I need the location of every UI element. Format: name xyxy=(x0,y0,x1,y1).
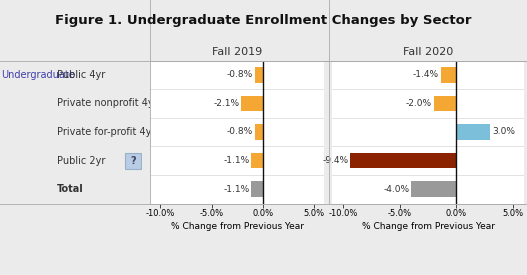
FancyBboxPatch shape xyxy=(125,153,141,169)
Title: Fall 2020: Fall 2020 xyxy=(403,47,453,57)
Text: -4.0%: -4.0% xyxy=(384,185,409,194)
Bar xyxy=(241,95,263,111)
Text: Undergraduate: Undergraduate xyxy=(2,70,75,80)
Text: Total: Total xyxy=(57,184,84,194)
Bar xyxy=(456,124,491,140)
Text: Public 4yr: Public 4yr xyxy=(57,70,105,80)
Text: Figure 1. Undergraduate Enrollment Changes by Sector: Figure 1. Undergraduate Enrollment Chang… xyxy=(55,14,472,27)
Text: ?: ? xyxy=(130,156,136,166)
X-axis label: % Change from Previous Year: % Change from Previous Year xyxy=(171,222,304,231)
Bar xyxy=(255,67,263,83)
Bar xyxy=(434,95,456,111)
Text: -1.1%: -1.1% xyxy=(223,185,250,194)
Bar xyxy=(251,181,263,197)
Text: -0.8%: -0.8% xyxy=(227,128,253,136)
Bar xyxy=(255,124,263,140)
Text: -9.4%: -9.4% xyxy=(323,156,348,165)
Text: Private nonprofit 4yr: Private nonprofit 4yr xyxy=(57,98,158,108)
Title: Fall 2019: Fall 2019 xyxy=(212,47,262,57)
Text: 3.0%: 3.0% xyxy=(492,128,515,136)
X-axis label: % Change from Previous Year: % Change from Previous Year xyxy=(362,222,495,231)
Text: Private for-profit 4yr: Private for-profit 4yr xyxy=(57,127,155,137)
Bar xyxy=(350,153,456,169)
Text: -2.0%: -2.0% xyxy=(406,99,432,108)
Bar xyxy=(411,181,456,197)
Text: -0.8%: -0.8% xyxy=(227,70,253,79)
Text: Public 2yr: Public 2yr xyxy=(57,156,105,166)
Text: -1.4%: -1.4% xyxy=(413,70,439,79)
Text: -2.1%: -2.1% xyxy=(213,99,240,108)
Bar xyxy=(251,153,263,169)
Bar xyxy=(441,67,456,83)
Text: -1.1%: -1.1% xyxy=(223,156,250,165)
